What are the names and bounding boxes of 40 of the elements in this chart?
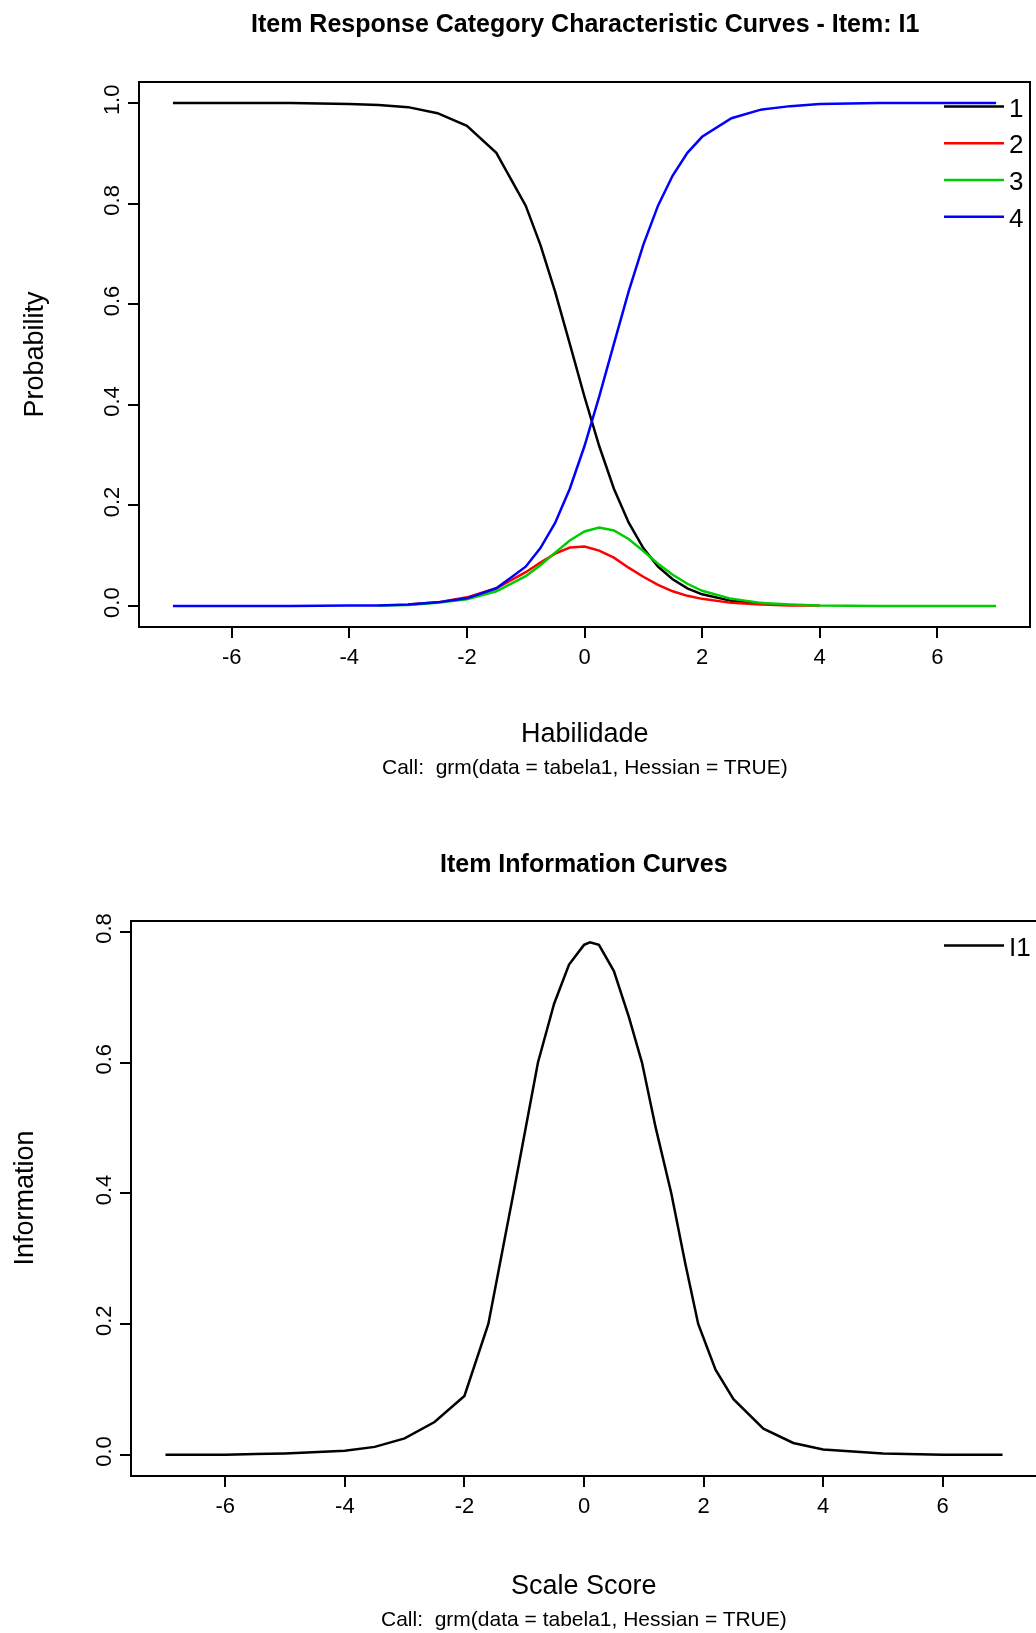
x-tick-label: 0 xyxy=(577,1493,591,1519)
x-tick-label: -6 xyxy=(215,1493,236,1519)
x-tick-label: 4 xyxy=(817,1493,830,1519)
x-tick-label: 6 xyxy=(936,1493,949,1519)
legend-label: 3 xyxy=(1009,166,1024,197)
y-tick-label: 0.2 xyxy=(91,1305,117,1336)
x-tick-label: 4 xyxy=(813,644,826,670)
legend-label: 1 xyxy=(1009,92,1024,123)
x-axis-title: Scale Score xyxy=(511,1570,657,1600)
y-tick-label: 0.0 xyxy=(91,1436,117,1467)
chart-title: Item Information Curves xyxy=(440,849,728,877)
y-tick-label: 0.6 xyxy=(99,285,125,317)
y-tick-label: 0.6 xyxy=(91,1043,117,1075)
y-axis-title: Probability xyxy=(18,290,49,418)
text: Call: grm(data = tabela1, Hessian = TRUE) xyxy=(382,755,788,778)
x-tick-label: -4 xyxy=(335,1493,355,1519)
x-tick-label: -2 xyxy=(454,1493,475,1519)
legend-label: 4 xyxy=(1009,202,1024,233)
x-tick-label: 6 xyxy=(931,644,944,670)
y-tick-label: 0.4 xyxy=(99,386,125,417)
x-axis-title: Habilidade xyxy=(521,718,649,748)
y-tick-label: 0.0 xyxy=(99,587,125,618)
text: Call: grm(data = tabela1, Hessian = TRUE) xyxy=(381,1607,787,1630)
y-tick-label: 0.8 xyxy=(99,185,125,216)
y-tick-label: 0.8 xyxy=(91,913,117,944)
x-tick-label: -6 xyxy=(221,644,242,670)
x-tick-label: 2 xyxy=(697,1493,710,1519)
x-tick-label: 0 xyxy=(578,644,591,670)
x-tick-label: -4 xyxy=(339,644,360,670)
y-tick-label: 0.4 xyxy=(91,1174,117,1206)
y-tick-label: 0.2 xyxy=(99,486,125,518)
x-tick-label: -2 xyxy=(457,644,477,670)
legend-label: I1 xyxy=(1009,931,1031,962)
chart-title: Item Response Category Characteristic Curves - Item: I1 xyxy=(251,9,920,37)
y-axis-title: Information xyxy=(8,1130,39,1266)
line-series xyxy=(171,101,998,608)
y-tick-label: 1.0 xyxy=(99,84,125,116)
line-series xyxy=(164,941,1004,1456)
legend-label: 2 xyxy=(1009,129,1024,160)
x-tick-label: 2 xyxy=(695,644,709,670)
